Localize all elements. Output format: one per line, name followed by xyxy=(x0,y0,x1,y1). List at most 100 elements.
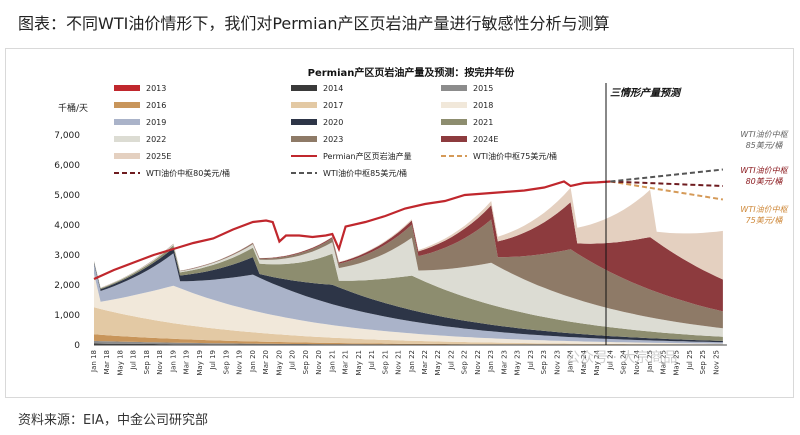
x-tick-label: Sep 18 xyxy=(143,350,151,374)
x-tick-label: Nov 18 xyxy=(156,350,164,375)
scenario-annotation: WTI油价中枢 xyxy=(740,205,789,214)
x-tick-label: Sep 24 xyxy=(620,349,628,374)
legend-swatch xyxy=(114,85,140,91)
forecast-label: 三情形产量预测 xyxy=(610,87,682,99)
x-tick-label: May 22 xyxy=(434,350,442,376)
legend-label: WTI油价中枢75美元/桶 xyxy=(473,151,557,161)
source-note: 资料来源：EIA，中金公司研究部 xyxy=(18,413,208,428)
x-tick-label: Sep 20 xyxy=(302,350,310,374)
area-vintage-2020 xyxy=(94,248,723,343)
x-tick-label: Nov 20 xyxy=(315,350,323,375)
x-tick-label: Jul 22 xyxy=(447,350,455,371)
legend-swatch xyxy=(291,136,317,142)
legend-label: 2017 xyxy=(323,101,343,110)
y-tick-label: 6,000 xyxy=(54,161,80,171)
series-line xyxy=(610,180,723,187)
x-tick-label: Sep 23 xyxy=(540,350,548,374)
scenario-annotations: WTI油价中枢 85美元/桶 WTI油价中枢 80美元/桶 WTI油价中枢 75美元/桶 xyxy=(740,130,789,225)
area-vintage-2016 xyxy=(94,334,723,345)
area-vintage-2015 xyxy=(94,340,723,345)
legend-swatch xyxy=(114,136,140,142)
x-tick-label: Jan 25 xyxy=(646,350,654,373)
x-tick-label: Jul 24 xyxy=(606,349,614,370)
x-tick-label: Jan 19 xyxy=(169,350,177,373)
x-tick-label: Sep 19 xyxy=(222,350,230,374)
axes: 0 1,000 2,000 3,000 4,000 5,000 6,000 7,000 Jan … xyxy=(54,131,727,376)
y-tick-label: 0 xyxy=(74,341,80,351)
x-tick-label: May 20 xyxy=(275,350,283,376)
page-title: 图表：不同WTI油价情形下，我们对Permian产区页岩油产量进行敏感性分析与测… xyxy=(18,14,610,33)
area-vintage-2022 xyxy=(94,237,723,337)
scenario-annotation: WTI油价中枢 xyxy=(740,166,789,175)
legend-swatch xyxy=(291,85,317,91)
scenario-annotation: 80美元/桶 xyxy=(746,177,784,186)
legend-label: WTI油价中枢85美元/桶 xyxy=(323,168,407,178)
x-tick-label: Jan 24 xyxy=(567,349,575,372)
scenario-annotation: 75美元/桶 xyxy=(746,216,784,225)
x-tick-label: Sep 22 xyxy=(461,350,469,374)
x-tick-label: Mar 21 xyxy=(342,350,350,374)
legend-label: 2013 xyxy=(146,84,166,93)
legend-label: 2022 xyxy=(146,135,166,144)
area-vintage-2018 xyxy=(94,273,723,345)
legend-label: 2016 xyxy=(146,101,166,110)
x-tick-label: Mar 18 xyxy=(103,350,111,374)
x-tick-label: Jan 18 xyxy=(90,350,98,373)
legend-swatch xyxy=(441,119,467,125)
scenario-annotation: 85美元/桶 xyxy=(746,141,784,150)
x-tick-label: Sep 21 xyxy=(381,350,389,374)
vintage-areas xyxy=(94,187,723,345)
y-axis-label: 千桶/天 xyxy=(58,102,88,114)
series-line xyxy=(610,180,724,201)
x-tick-label: Nov 24 xyxy=(633,349,641,374)
scenario-annotation: WTI油价中枢 xyxy=(740,130,789,139)
x-tick-label: May 23 xyxy=(514,350,522,376)
chart-frame: Permian产区页岩油产量及预测：按完井年份 千桶/天 0 1,000 2,000… xyxy=(5,48,794,398)
watermark: 公众号 · 大宗商品 xyxy=(566,350,677,366)
legend-swatch xyxy=(291,102,317,108)
legend-label: 2014 xyxy=(323,84,343,93)
x-tick-label: Mar 23 xyxy=(500,350,508,374)
x-tick-label: Nov 25 xyxy=(712,350,720,375)
x-tick-label: Jul 25 xyxy=(686,350,694,371)
legend: 2013 2014 2015 2016 2017 2018 2019 2020 2021 2022… xyxy=(114,84,557,178)
y-tick-label: 2,000 xyxy=(54,281,80,291)
x-tick-label: Jul 19 xyxy=(209,350,217,371)
y-tick-label: 3,000 xyxy=(54,251,80,261)
legend-label: 2025E xyxy=(146,152,171,161)
legend-swatch xyxy=(114,153,140,159)
legend-label: 2019 xyxy=(146,118,166,127)
y-tick-label: 5,000 xyxy=(54,191,80,201)
x-tick-label: Nov 19 xyxy=(236,350,244,375)
x-tick-label: Jan 21 xyxy=(328,350,336,373)
x-tick-label: May 19 xyxy=(196,350,204,376)
x-tick-label: Nov 22 xyxy=(474,350,482,375)
legend-label: WTI油价中枢80美元/桶 xyxy=(146,168,230,178)
series-line xyxy=(93,180,611,281)
x-tick-label: Jul 23 xyxy=(527,350,535,371)
x-tick-label: Jan 20 xyxy=(249,350,257,373)
legend-label: 2023 xyxy=(323,135,343,144)
x-tick-label: Sep 25 xyxy=(699,350,707,374)
legend-swatch xyxy=(114,119,140,125)
x-tick-label: Jan 22 xyxy=(408,350,416,373)
area-vintage-2025E xyxy=(94,187,723,288)
x-tick-label: Nov 21 xyxy=(395,350,403,375)
y-tick-label: 4,000 xyxy=(54,221,80,231)
x-tick-label: Mar 24 xyxy=(580,349,588,374)
area-vintage-2023 xyxy=(94,219,723,329)
x-tick-label: Mar 19 xyxy=(183,350,191,374)
x-tick-label: Mar 22 xyxy=(421,350,429,374)
x-tick-label: May 21 xyxy=(355,350,363,376)
legend-label: 2018 xyxy=(473,101,493,110)
legend-swatch xyxy=(441,85,467,91)
legend-label: 2021 xyxy=(473,118,493,127)
legend-swatch xyxy=(441,102,467,108)
x-tick-label: Jan 23 xyxy=(487,350,495,373)
x-tick-label: Mar 25 xyxy=(659,350,667,374)
legend-label: 2015 xyxy=(473,84,493,93)
x-tick-label: May 25 xyxy=(673,350,681,376)
legend-label: 2020 xyxy=(323,118,343,127)
area-vintage-2017 xyxy=(94,307,723,345)
area-vintage-2021 xyxy=(94,245,723,341)
